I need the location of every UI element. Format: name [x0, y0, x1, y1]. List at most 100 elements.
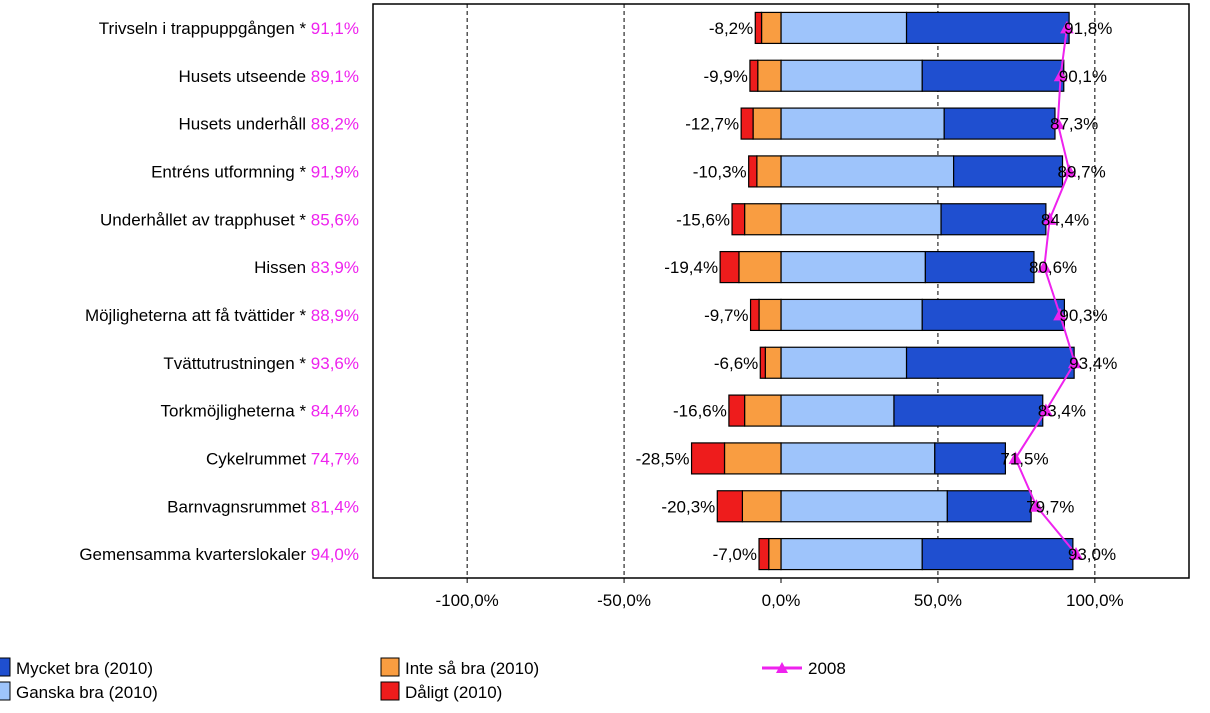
marker-2008: [1008, 451, 1023, 464]
category-label: Trivseln i trappuppgången * 91,1%: [99, 19, 359, 38]
category-name: Husets utseende: [178, 67, 306, 86]
bar-mycket-bra: [921, 537, 1074, 571]
positive-total-label: 90,3%: [1059, 306, 1107, 325]
marker-2008: [1053, 307, 1067, 321]
bar-mycket-bra: [924, 250, 1035, 284]
category-2008-value: 89,1%: [311, 67, 359, 86]
bar-mycket-bra: [953, 155, 1064, 188]
marker-2008: [1062, 164, 1077, 177]
bar-mycket-bra: [921, 59, 1065, 92]
negative-total-label: -9,9%: [704, 67, 748, 86]
bar-ganska-bra: [780, 394, 895, 427]
bar-ganska-bra: [780, 490, 948, 523]
bar-inte-sa-bra: [738, 250, 782, 284]
positive-total-label: 79,7%: [1026, 497, 1074, 516]
category-2008-value: 85,6%: [311, 210, 359, 229]
legend-swatch: [380, 657, 400, 677]
category-label: Tvättutrustningen * 93,6%: [163, 354, 359, 373]
category-name: Husets underhåll: [178, 115, 306, 134]
category-label: Torkmöjligheterna * 84,4%: [161, 402, 359, 421]
bar-mycket-bra: [943, 107, 1056, 140]
positive-total-label: 80,6%: [1029, 258, 1077, 277]
category-name: Entréns utformning *: [151, 162, 306, 181]
category-2008-value: 93,6%: [311, 354, 359, 373]
category-name: Möjligheterna att få tvättider *: [85, 306, 307, 325]
marker-2008: [1037, 260, 1052, 273]
bar-daligt: [758, 537, 770, 571]
bar-daligt: [731, 203, 746, 236]
category-name: Barnvagnsrummet: [167, 497, 306, 516]
x-tick-label: -50,0%: [597, 591, 651, 610]
bar-inte-sa-bra: [743, 203, 782, 236]
negative-total-label: -6,6%: [714, 354, 758, 373]
positive-total-label: 84,4%: [1041, 210, 1089, 229]
category-label: Entréns utformning * 91,9%: [151, 162, 359, 181]
marker-2008: [1029, 499, 1044, 512]
category-name: Hissen: [254, 258, 306, 277]
negative-total-label: -16,6%: [673, 402, 727, 421]
negative-total-label: -28,5%: [636, 449, 690, 468]
category-name: Torkmöjligheterna *: [161, 402, 307, 421]
bar-daligt: [754, 11, 763, 45]
legend-swatch: [0, 681, 11, 701]
bar-daligt: [749, 298, 760, 332]
category-label: Husets utseende 89,1%: [178, 67, 359, 86]
positive-total-label: 91,8%: [1064, 19, 1112, 38]
bar-inte-sa-bra: [757, 59, 782, 92]
legend-label: Dåligt (2010): [405, 683, 502, 702]
category-name: Tvättutrustningen *: [163, 354, 306, 373]
bar-mycket-bra: [893, 394, 1044, 427]
category-label: Barnvagnsrummet 81,4%: [167, 497, 359, 516]
marker-2008: [1053, 68, 1068, 82]
legend-swatch: [0, 657, 11, 677]
legend-swatch: [380, 681, 400, 701]
legend-label: Inte så bra (2010): [405, 659, 539, 678]
bar-ganska-bra: [780, 442, 936, 475]
bar-ganska-bra: [780, 59, 923, 92]
category-2008-value: 88,9%: [311, 306, 359, 325]
legend-marker-2008: [776, 662, 788, 673]
bar-mycket-bra: [940, 203, 1047, 236]
x-tick-label: 50,0%: [914, 591, 962, 610]
marker-2008: [1039, 403, 1053, 417]
category-2008-value: 81,4%: [311, 497, 359, 516]
positive-total-label: 89,7%: [1058, 162, 1106, 181]
marker-2008: [1069, 547, 1083, 560]
category-2008-value: 74,7%: [311, 449, 359, 468]
bar-mycket-bra: [905, 11, 1070, 45]
category-2008-value: 83,9%: [311, 258, 359, 277]
negative-total-label: -7,0%: [713, 545, 757, 564]
bar-inte-sa-bra: [723, 442, 782, 475]
bar-daligt: [759, 346, 766, 379]
category-label: Möjligheterna att få tvättider * 88,9%: [85, 306, 359, 325]
positive-total-label: 93,4%: [1069, 354, 1117, 373]
positive-total-label: 87,3%: [1050, 115, 1098, 134]
category-2008-value: 84,4%: [311, 402, 359, 421]
bar-daligt: [728, 394, 746, 427]
x-tick-label: -100,0%: [435, 591, 498, 610]
bar-daligt: [740, 107, 754, 140]
bar-daligt: [749, 59, 759, 92]
category-label: Underhållet av trapphuset * 85,6%: [100, 210, 359, 229]
negative-total-label: -9,7%: [704, 306, 748, 325]
negative-total-label: -19,4%: [664, 258, 718, 277]
category-2008-value: 94,0%: [311, 545, 359, 564]
category-name: Trivseln i trappuppgången *: [99, 19, 307, 38]
bar-ganska-bra: [780, 155, 955, 188]
bar-ganska-bra: [780, 346, 908, 379]
bar-inte-sa-bra: [758, 298, 782, 332]
x-tick-label: 100,0%: [1066, 591, 1124, 610]
bar-mycket-bra: [946, 490, 1032, 523]
category-label: Hissen 83,9%: [254, 258, 359, 277]
bar-inte-sa-bra: [764, 346, 782, 379]
bar-ganska-bra: [780, 107, 945, 140]
positive-total-label: 71,5%: [1000, 449, 1048, 468]
line-2008: [1014, 27, 1077, 555]
negative-total-label: -12,7%: [685, 115, 739, 134]
marker-2008: [1042, 212, 1057, 225]
bar-inte-sa-bra: [760, 11, 782, 45]
bar-daligt: [748, 155, 758, 188]
bar-inte-sa-bra: [756, 155, 782, 188]
bar-mycket-bra: [905, 346, 1075, 379]
